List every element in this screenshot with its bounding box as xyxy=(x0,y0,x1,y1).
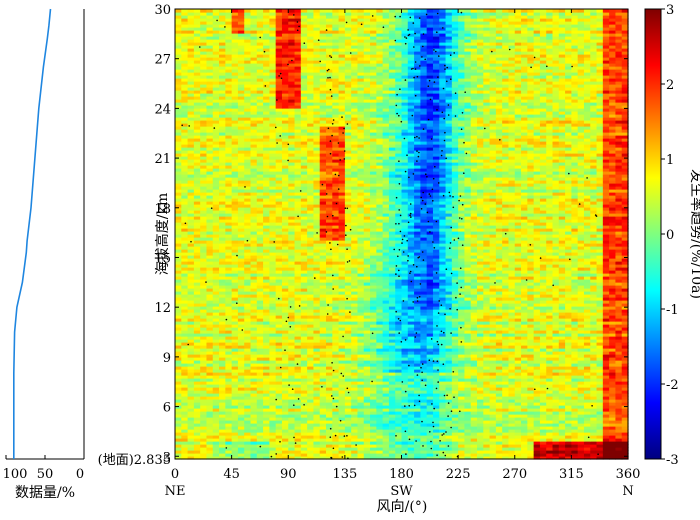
heatmap-cells xyxy=(175,9,629,460)
profile-x-tick-label: 0 xyxy=(76,467,84,482)
profile-line xyxy=(14,9,51,459)
profile-x-tick-label: 50 xyxy=(37,467,54,482)
profile-panel: 100 50 0 数据量/% xyxy=(3,9,85,501)
profile-x-tick-label: 100 xyxy=(3,467,28,482)
profile-x-label: 数据量/% xyxy=(15,485,75,501)
